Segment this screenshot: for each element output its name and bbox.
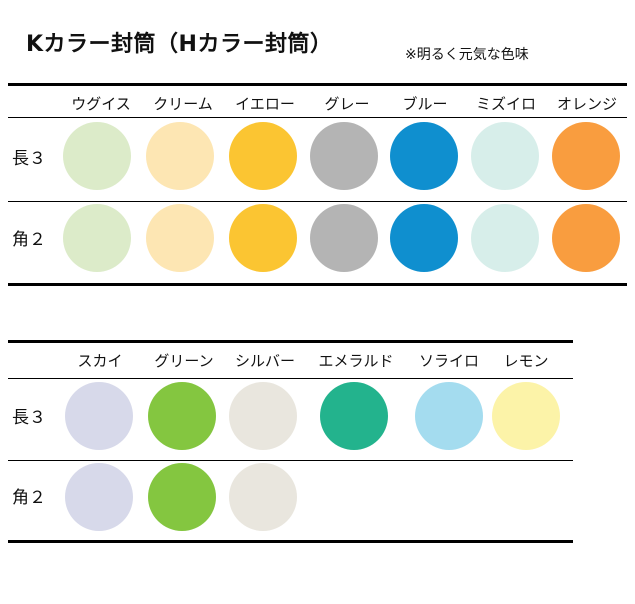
color-swatch [63, 122, 131, 190]
color-swatch [65, 382, 133, 450]
color-swatch [229, 122, 297, 190]
column-header-orange: オレンジ [556, 95, 618, 113]
row-divider [8, 201, 627, 202]
color-swatch [471, 122, 539, 190]
color-swatch [471, 204, 539, 272]
table-top-rule [8, 340, 573, 343]
table-bottom-rule [8, 540, 573, 543]
color-swatch [148, 463, 216, 531]
column-header-silver: シルバー [234, 352, 296, 370]
color-swatch [229, 463, 297, 531]
table-bottom-rule [8, 283, 627, 286]
table-top-rule [8, 83, 627, 86]
color-swatch [148, 382, 216, 450]
column-header-emerald: エメラルド [318, 352, 394, 370]
color-swatch [390, 122, 458, 190]
color-swatch [390, 204, 458, 272]
column-header-sorairo: ソライロ [418, 352, 480, 370]
column-header-mizuiro: ミズイロ [475, 95, 537, 113]
column-header-cream: クリーム [153, 95, 213, 113]
column-header-gray: グレー [324, 95, 370, 113]
color-swatch [310, 122, 378, 190]
color-swatch [552, 122, 620, 190]
color-swatch [229, 204, 297, 272]
page-title: Kカラー封筒（Hカラー封筒） [26, 32, 333, 57]
row-label-kaku2: 角２ [12, 230, 46, 250]
color-swatch [320, 382, 388, 450]
row-label-naga3: 長３ [12, 149, 46, 169]
color-swatch [65, 463, 133, 531]
color-swatch [63, 204, 131, 272]
header-rule [8, 117, 627, 118]
color-swatch [146, 204, 214, 272]
column-header-yellow: イエロー [235, 95, 295, 113]
column-header-green: グリーン [154, 352, 214, 370]
color-swatch [492, 382, 560, 450]
color-swatch [229, 382, 297, 450]
color-swatch [310, 204, 378, 272]
column-header-lemon: レモン [503, 352, 549, 370]
color-swatch [552, 204, 620, 272]
row-label-naga3: 長３ [12, 408, 46, 428]
color-swatch [146, 122, 214, 190]
column-header-blue: ブルー [402, 95, 448, 113]
color-note: ※明るく元気な色味 [405, 47, 529, 63]
column-header-uguisu: ウグイス [71, 95, 131, 113]
row-label-kaku2: 角２ [12, 488, 46, 508]
column-header-sky: スカイ [77, 352, 123, 370]
color-swatch [415, 382, 483, 450]
header-rule [8, 378, 573, 379]
row-divider [8, 460, 573, 461]
